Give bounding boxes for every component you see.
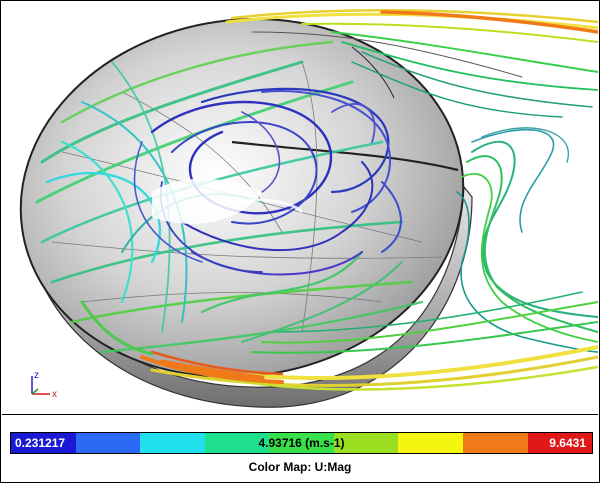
3d-viewport[interactable]: z x [2,2,598,414]
axis-triad: z x [31,370,57,400]
streamlines-vortex [133,87,402,276]
color-bar-segment [462,433,528,453]
disc-seams [231,46,459,172]
color-bar-segment [204,433,270,453]
streamlines-top-wake [225,8,598,118]
viewport-divider [2,414,598,415]
color-bar[interactable]: 0.231217 4.93716 (m.s-1) 9.6431 [10,432,593,454]
color-bar-segment [75,433,141,453]
color-bar-segment [269,433,334,453]
axis-y-line [31,388,39,395]
axis-x-label: x [52,389,57,400]
streamlines-bottom-wake [150,291,598,391]
disc-center-highlight [152,178,304,224]
streamlines-rim-edge [80,300,284,384]
color-bar-segment [398,433,463,453]
color-map-legend: 0.231217 4.93716 (m.s-1) 9.6431 Color Map:… [2,415,598,482]
color-bar-segment [527,433,593,453]
color-bar-segment [11,433,76,453]
axis-z-label: z [34,370,39,381]
color-bar-segment [333,433,399,453]
color-bar-segment [140,433,205,453]
flow-visualization [19,8,598,408]
streamlines-right-wake [456,127,598,353]
color-bar-mid-label: 4.93716 (m.s-1) [258,436,345,450]
color-map-title: Color Map: U:Mag [248,460,352,474]
color-bar-max-label: 9.6431 [549,436,586,450]
color-bar-min-label: 0.231217 [15,436,66,450]
